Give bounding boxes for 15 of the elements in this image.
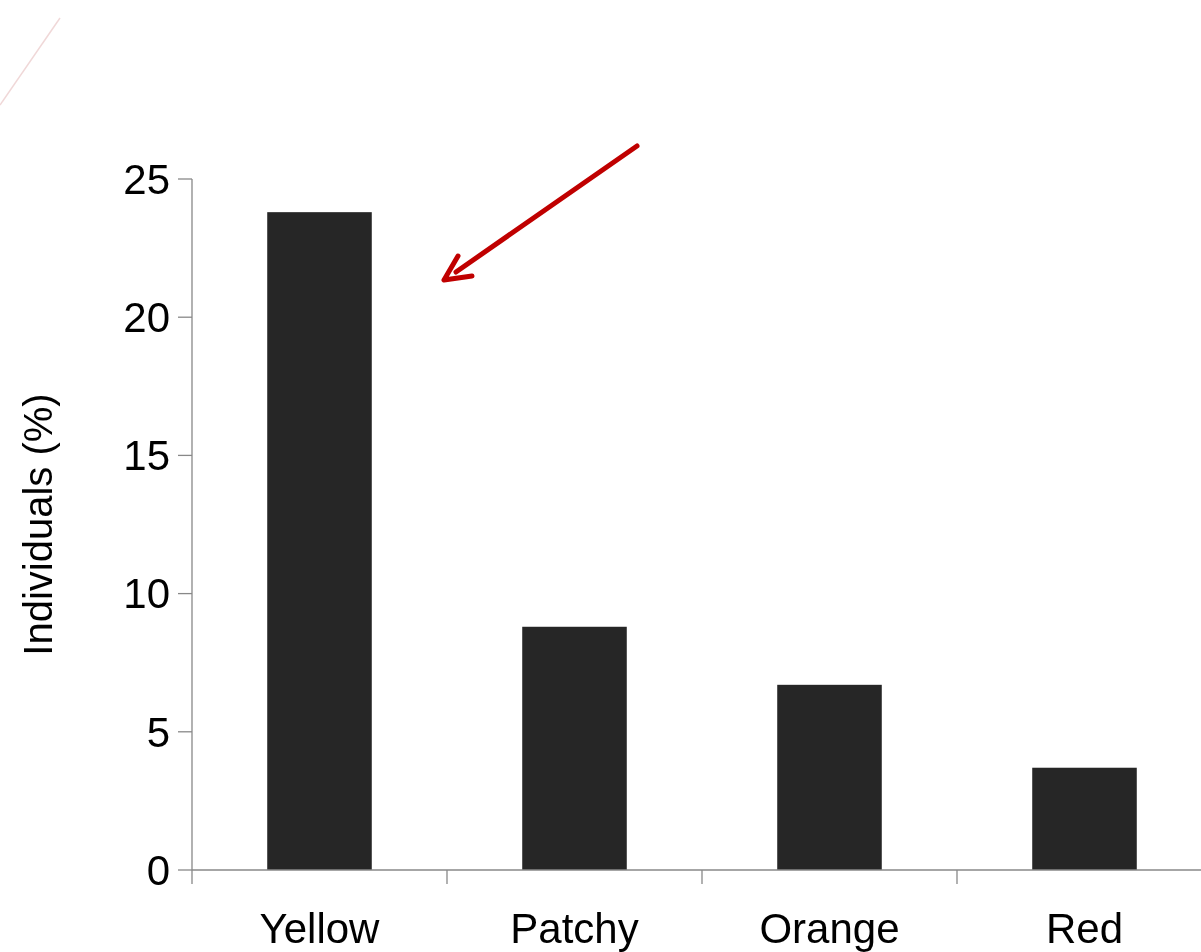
x-tick-label: Yellow — [259, 905, 381, 952]
x-tick-label: Red — [1045, 905, 1124, 952]
y-tick-label: 10 — [123, 570, 170, 618]
y-tick-label: 25 — [123, 155, 170, 203]
bar — [1032, 767, 1137, 870]
y-axis-title: Individuals (%) — [16, 393, 60, 656]
x-tick-label: Orange — [759, 905, 900, 952]
y-tick-label: 0 — [146, 846, 170, 894]
bar — [267, 212, 372, 870]
y-tick-label: 20 — [123, 293, 170, 341]
bar — [777, 684, 882, 870]
y-tick-label: 5 — [146, 708, 170, 756]
bar — [522, 626, 627, 870]
y-tick-label: 15 — [123, 432, 170, 480]
x-tick-label: Patchy — [510, 905, 639, 952]
